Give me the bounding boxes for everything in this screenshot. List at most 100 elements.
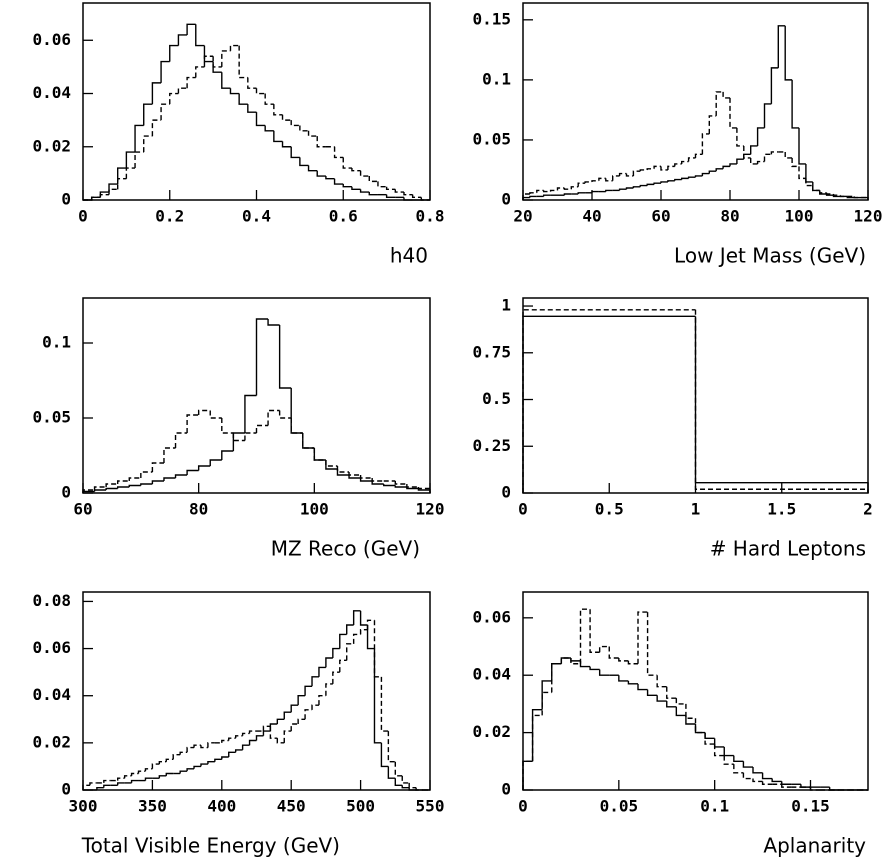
histogram-bin <box>812 185 820 192</box>
histogram-bin <box>675 698 686 705</box>
histogram-bin <box>809 787 821 791</box>
y-tick-label: 0.25 <box>472 436 511 455</box>
histogram-bin <box>359 475 373 479</box>
histogram-bin <box>144 768 153 772</box>
histogram-bin <box>140 471 153 478</box>
histogram-bin <box>232 432 245 451</box>
histogram-bin <box>408 782 417 789</box>
histogram-bin <box>332 647 340 658</box>
histogram-bin <box>681 177 689 180</box>
histogram-bin <box>618 172 627 176</box>
histogram-bin <box>186 768 195 772</box>
histogram-bin <box>339 659 347 673</box>
histogram-bin <box>656 695 667 702</box>
histogram-bin <box>584 181 592 184</box>
histogram-bin <box>403 192 413 196</box>
histogram-bin <box>713 738 725 748</box>
histogram-bin <box>89 782 97 786</box>
histogram-bin <box>394 778 403 786</box>
histogram-bin <box>839 195 848 198</box>
histogram-bin <box>348 472 361 476</box>
histogram-bin <box>203 45 214 63</box>
histogram-bin <box>713 744 725 757</box>
x-axis-label: Total Visible Energy (GeV) <box>81 834 340 858</box>
histogram-bin <box>366 625 375 650</box>
histogram-bin <box>276 738 285 744</box>
x-tick-label: 120 <box>854 207 883 226</box>
histogram-bin <box>172 753 181 760</box>
y-tick-label: 0.05 <box>32 408 71 427</box>
histogram-bin <box>174 474 188 478</box>
histogram-bin <box>221 450 234 460</box>
histogram-bin <box>750 157 758 165</box>
histogram-bin <box>197 409 211 415</box>
histogram-bin <box>750 145 758 155</box>
histogram-bin <box>221 50 231 67</box>
x-axis-label: Aplanarity <box>763 834 866 858</box>
histogram-bin <box>128 484 141 487</box>
histogram-bin <box>701 172 710 176</box>
histogram-bin <box>281 141 292 148</box>
histogram-bin <box>371 478 384 482</box>
histogram-bin <box>861 196 869 200</box>
histogram-bin <box>238 93 248 105</box>
histogram-bin <box>316 170 326 177</box>
histogram-bin <box>299 157 309 167</box>
histogram-bin <box>99 193 110 198</box>
histogram-bin <box>784 151 793 159</box>
histogram-bin <box>380 676 389 732</box>
histogram-bin <box>420 197 430 201</box>
histogram-bin <box>383 484 396 487</box>
histogram-bin <box>646 168 655 170</box>
histogram-bin <box>366 619 375 630</box>
histogram-bin <box>805 178 813 187</box>
histogram-bin <box>541 691 552 716</box>
x-tick-label: 2 <box>863 500 873 519</box>
histogram-bin <box>704 732 715 740</box>
histogram-bin <box>387 766 396 779</box>
x-tick-label: 0 <box>78 207 88 226</box>
histogram-bin <box>549 189 558 192</box>
histogram-bin <box>255 318 269 396</box>
y-tick-label: 0 <box>61 483 71 502</box>
histogram-bin <box>373 648 382 744</box>
histogram-bin <box>203 55 214 67</box>
histogram-bin <box>729 163 737 167</box>
x-axis-label: h40 <box>390 244 428 268</box>
histogram-bin <box>255 88 266 95</box>
histogram-bin <box>589 609 600 653</box>
histogram-bin <box>371 481 384 485</box>
histogram-bin <box>832 193 841 196</box>
histogram-bin <box>666 686 677 699</box>
histogram-bin <box>151 462 164 472</box>
histogram-bin <box>763 103 772 128</box>
y-tick-label: 0.02 <box>472 722 511 741</box>
histogram-bin <box>108 183 118 193</box>
y-tick-label: 0.04 <box>32 83 71 102</box>
histogram-bin <box>264 93 274 105</box>
x-tick-label: 400 <box>207 797 236 816</box>
histogram-bin <box>591 190 599 193</box>
histogram-bin <box>632 170 641 176</box>
x-tick-label: 100 <box>785 207 814 226</box>
histogram-bin <box>770 67 779 104</box>
histogram-bin <box>646 612 658 676</box>
histogram-bin <box>143 103 153 126</box>
histogram-bin <box>318 695 326 706</box>
plot-frame <box>82 297 431 494</box>
histogram-bin <box>531 714 543 762</box>
histogram-bin <box>605 178 613 182</box>
histogram-bin <box>401 785 410 789</box>
histogram-bin <box>325 176 335 180</box>
histogram-bin <box>687 176 696 179</box>
histogram-bin <box>570 658 581 662</box>
histogram-bin <box>186 746 195 753</box>
histogram-bin <box>117 777 125 781</box>
y-tick-label: 0.15 <box>472 9 511 28</box>
histogram-bin <box>229 44 240 51</box>
histogram-bin <box>193 765 201 769</box>
histogram-bin <box>736 158 744 164</box>
histogram-bin <box>342 157 352 169</box>
histogram-bin <box>579 608 591 664</box>
